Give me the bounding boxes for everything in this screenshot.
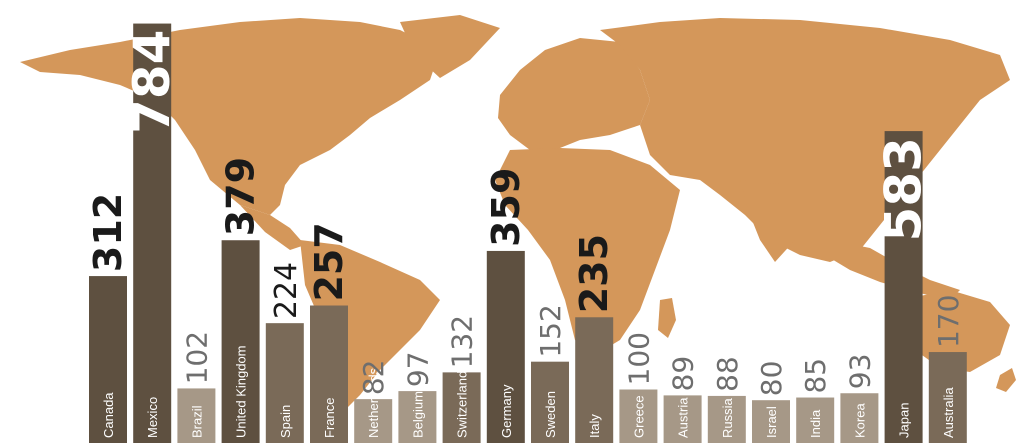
category-label: Greece: [631, 395, 646, 438]
category-label: France: [322, 398, 337, 438]
bar-mexico: [133, 23, 172, 444]
bar-belgium: [398, 391, 437, 443]
bar-india: [796, 397, 835, 443]
map-india: [740, 180, 810, 262]
category-label: Israel: [764, 406, 779, 438]
value-label: 132: [446, 315, 479, 368]
map-greenland: [400, 15, 500, 78]
category-label: Belgium: [410, 391, 425, 438]
bar-france: [310, 305, 348, 443]
category-label: Germany: [499, 384, 514, 438]
bar-brazil: [177, 388, 216, 443]
map-asia: [600, 18, 1010, 262]
category-label: Korea: [852, 403, 867, 438]
bar-united-kingdom: [221, 240, 260, 443]
bars-layer: Canada 312 Mexico 784 Brazil 102 United Kingdo…: [86, 23, 967, 444]
value-label: 379: [219, 157, 263, 236]
value-label: 784: [123, 30, 181, 134]
bar-netherlands: [354, 399, 393, 443]
value-label: 89: [667, 356, 700, 392]
bar-greece: [619, 389, 658, 443]
map-north-america: [20, 18, 440, 215]
value-label: 359: [484, 168, 528, 247]
bar-switzerland: [442, 372, 481, 443]
value-label: 82: [357, 359, 390, 395]
map-central-america: [240, 205, 305, 250]
map-new-zealand: [996, 368, 1016, 392]
bar-austria: [663, 395, 702, 443]
bar-japan: [884, 131, 923, 443]
bar-sweden: [531, 361, 569, 443]
value-label: 102: [180, 331, 213, 384]
bar-russia: [707, 395, 746, 443]
value-label: 152: [534, 304, 567, 357]
bar-germany: [486, 250, 525, 443]
value-label: 224: [269, 262, 304, 319]
bar-canada: [89, 276, 127, 443]
bar-korea: [840, 393, 879, 443]
map-africa: [495, 148, 680, 355]
category-label: India: [808, 409, 823, 438]
value-label: 312: [86, 193, 130, 272]
category-label: Austria: [676, 397, 691, 438]
category-label: Switzerland: [455, 371, 470, 438]
category-label: United Kingdom: [234, 346, 249, 439]
value-label: 257: [307, 222, 351, 301]
category-label: Sweden: [543, 391, 558, 438]
category-label: Japan: [897, 403, 912, 438]
value-label: 85: [799, 358, 832, 394]
category-label: Australia: [941, 387, 956, 438]
value-label: 235: [572, 234, 616, 313]
value-label: 97: [401, 351, 434, 387]
value-label: 100: [622, 332, 655, 385]
value-label: 88: [711, 356, 744, 392]
map-australia: [898, 290, 1010, 372]
bar-italy: [575, 317, 614, 443]
category-label: Canada: [101, 392, 116, 438]
value-label: 93: [843, 354, 876, 390]
value-label: 583: [875, 137, 933, 241]
bar-spain: [265, 323, 304, 443]
category-label: Mexico: [145, 397, 160, 438]
map-madagascar: [658, 298, 676, 338]
map-europe: [498, 38, 650, 150]
category-label: Brazil: [189, 405, 204, 438]
bar-australia: [928, 352, 967, 443]
category-label: Italy: [587, 414, 602, 438]
bar-israel: [752, 400, 790, 443]
value-label: 170: [932, 295, 965, 348]
category-label: Spain: [278, 405, 293, 438]
category-label: Russia: [720, 397, 735, 438]
category-label: Netherlands: [366, 367, 381, 438]
value-label: 80: [755, 361, 788, 397]
